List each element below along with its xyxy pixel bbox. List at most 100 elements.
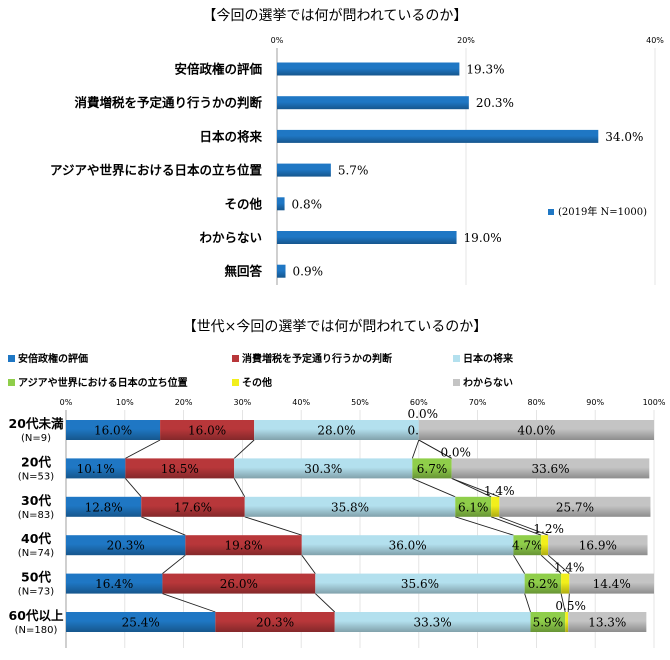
chart2-category-label: 30代 xyxy=(21,493,51,508)
chart2-category-label: 40代 xyxy=(21,531,51,546)
chart2-bar-segment xyxy=(66,496,142,517)
chart2-segment-label: 16.0% xyxy=(94,424,132,438)
chart2-legend-label: 日本の将来 xyxy=(463,352,514,365)
chart2-bar-segment xyxy=(162,573,316,594)
chart2-category-label: 50代 xyxy=(21,570,51,585)
chart2-legend-label: わからない xyxy=(463,377,513,389)
chart2-segment-label: 35.8% xyxy=(331,500,369,514)
chart1-bar xyxy=(277,96,469,110)
chart2-x-tick: 50% xyxy=(351,398,369,407)
chart2-segment-label: 0.0% xyxy=(408,407,439,421)
chart2-segment-label: 20.3% xyxy=(256,616,294,630)
chart2-legend-label: 安倍政権の評価 xyxy=(18,352,88,365)
chart2-segment-label: 33.6% xyxy=(531,462,569,476)
chart2-x-tick: 80% xyxy=(528,398,546,407)
chart2-category-sublabel: (N=180) xyxy=(15,625,58,636)
chart2-segment-label: 16.9% xyxy=(579,539,617,553)
chart2-legend-label: アジアや世界における日本の立ち位置 xyxy=(18,376,188,389)
chart2-segment-label: 10.1% xyxy=(77,462,115,476)
chart2-segment-label: 16.0% xyxy=(188,424,226,438)
chart1-title: 【今回の選挙では何が問われているのか】 xyxy=(203,8,468,24)
chart2-bar-segment xyxy=(66,573,163,594)
chart2-segment-label: 30.3% xyxy=(304,462,342,476)
chart2-segment-label: 1.4% xyxy=(554,561,585,575)
chart2-segment-label: 6.2% xyxy=(528,577,559,591)
chart1-bar xyxy=(277,231,457,244)
chart2-series-line xyxy=(560,593,566,613)
chart2-series-line xyxy=(418,439,452,459)
chart2-bar-segment xyxy=(412,458,452,479)
chart2-bar-segment xyxy=(301,535,514,556)
chart2-bar-segment xyxy=(418,420,654,440)
chart2-bar-segment xyxy=(160,420,255,440)
chart2-category-sublabel: (N=74) xyxy=(18,548,54,559)
chart2-bar-segment xyxy=(125,458,235,479)
chart2-bar-segment xyxy=(451,458,650,479)
chart2-category-label: 20代未満 xyxy=(9,416,64,431)
chart1-bar xyxy=(277,163,331,177)
chart2-bar-segment xyxy=(530,612,566,632)
chart2-series-line xyxy=(233,439,255,459)
chart2-bar-segment xyxy=(565,612,569,632)
chart1-category-label: 消費増税を予定通り行うかの判断 xyxy=(74,95,262,110)
chart2-segment-label: 25.4% xyxy=(122,616,160,630)
chart1-bar xyxy=(277,264,286,278)
chart1-value-label: 19.3% xyxy=(466,63,504,77)
chart1-legend-swatch xyxy=(548,209,554,215)
chart2-series-line xyxy=(411,439,420,459)
chart1-x-tick: 40% xyxy=(646,36,664,45)
chart1-category-label: 無回答 xyxy=(224,264,262,279)
chart2-bar-segment xyxy=(66,612,216,632)
chart2-segment-label: 25.7% xyxy=(556,500,594,514)
chart1-legend-label: (2019年 N=1000) xyxy=(558,205,647,218)
chart2-bar-segment xyxy=(215,612,335,632)
chart2-bar-segment xyxy=(513,535,542,556)
chart2-series-line xyxy=(125,478,142,498)
chart2-x-tick: 100% xyxy=(643,398,666,407)
chart2-series-line xyxy=(301,554,316,574)
chart2-segment-label: 1.2% xyxy=(533,522,564,536)
chart2-series-line xyxy=(315,593,336,613)
chart2-x-tick: 70% xyxy=(469,398,487,407)
chart1-bar xyxy=(277,62,460,76)
chart2-category-sublabel: (N=9) xyxy=(21,433,51,444)
chart2-legend-swatch xyxy=(453,355,460,362)
chart2-segment-label: 0.5% xyxy=(555,599,586,613)
chart2-segment-label: 4.7% xyxy=(512,539,543,553)
chart2-series-line xyxy=(451,477,492,498)
chart2-bar-segment xyxy=(234,458,413,479)
chart2-series-line xyxy=(499,516,549,536)
chart2-segment-label: 28.0% xyxy=(317,424,355,438)
chart2-bar-segment xyxy=(254,420,419,440)
chart2-bar-segment xyxy=(541,535,549,556)
chart2-bar-segment xyxy=(66,420,161,440)
chart2-segment-label: 36.0% xyxy=(389,539,427,553)
chart2-segment-label: 26.0% xyxy=(220,577,258,591)
chart2-series-line xyxy=(451,477,500,498)
chart1-value-label: 0.8% xyxy=(292,197,323,211)
chart2-bar-segment xyxy=(334,612,531,632)
chart2-segment-label: 33.3% xyxy=(414,616,452,630)
chart1-value-label: 0.9% xyxy=(293,265,324,279)
chart2-segment-label: 16.4% xyxy=(95,577,133,591)
chart2-category-label: 20代 xyxy=(21,454,51,469)
chart2-series-line xyxy=(524,593,531,613)
chart1-value-label: 5.7% xyxy=(338,164,369,178)
chart2-series-line xyxy=(513,554,526,574)
chart1-category-label: わからない xyxy=(199,230,262,245)
chart2-bar-segment xyxy=(66,535,186,556)
chart2-bar-segment xyxy=(141,496,245,517)
chart2-segment-label: 0.0% xyxy=(440,445,471,459)
chart2-bar-segment xyxy=(568,612,647,632)
chart2-segment-label: 1.4% xyxy=(484,484,515,498)
chart2-bar-segment xyxy=(524,573,562,594)
chart2-segment-label: 19.8% xyxy=(225,539,263,553)
chart1-category-label: アジアや世界における日本の立ち位置 xyxy=(50,163,263,178)
chart1-value-label: 34.0% xyxy=(605,130,643,144)
chart2-segment-label: 5.9% xyxy=(533,616,564,630)
chart2-x-tick: 30% xyxy=(234,398,252,407)
chart1-category-label: 安倍政権の評価 xyxy=(174,62,262,77)
chart2-bar-segment xyxy=(569,573,654,594)
chart2-legend-swatch xyxy=(232,355,239,362)
chart2-x-tick: 90% xyxy=(586,398,604,407)
